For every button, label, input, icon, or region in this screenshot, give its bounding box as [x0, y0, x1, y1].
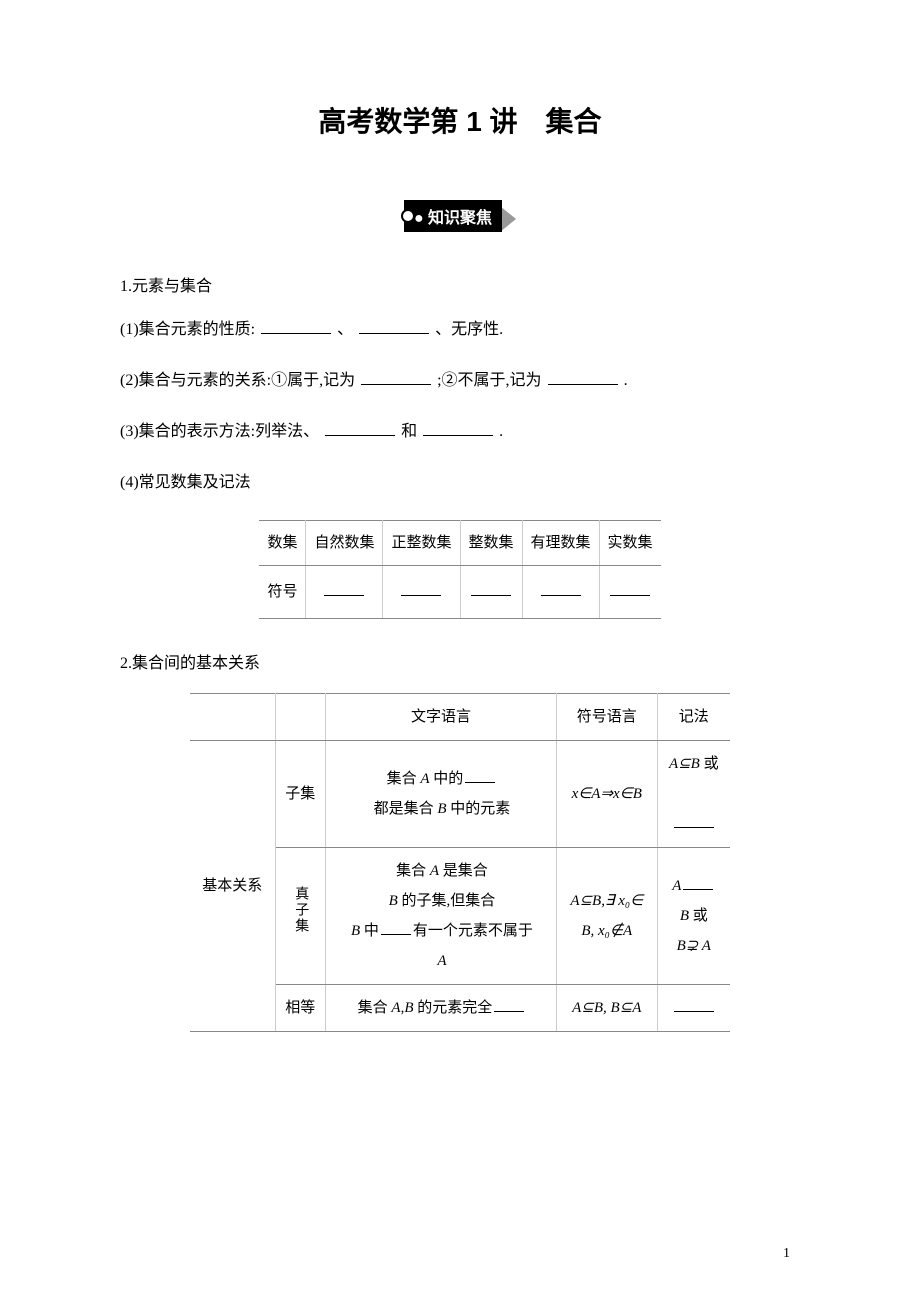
- blank: [401, 581, 441, 596]
- blank: [465, 768, 495, 783]
- blank: [423, 420, 493, 436]
- para-1-1: (1)集合元素的性质: 、 、无序性.: [120, 316, 800, 345]
- blank: [541, 581, 581, 596]
- rel-desc: 集合 A,B 的元素完全: [325, 984, 556, 1031]
- para-1-4: (4)常见数集及记法: [120, 469, 800, 498]
- rowhead-cell: 基本关系: [190, 740, 275, 1031]
- blank: [361, 369, 431, 385]
- blank: [674, 813, 714, 828]
- table-cell: [383, 565, 460, 618]
- p1-text-a: (1)集合元素的性质:: [120, 321, 255, 338]
- badge-container: ● 知识聚焦: [120, 200, 800, 232]
- badge-arrow-icon: [500, 206, 516, 232]
- rel-note: [657, 984, 730, 1031]
- section1-heading: 1.元素与集合: [120, 272, 800, 296]
- page-title: 高考数学第 1 讲 集合: [120, 100, 800, 140]
- table-cell: [522, 565, 599, 618]
- blank: [324, 581, 364, 596]
- table-header: 记法: [657, 693, 730, 740]
- rel-name: 子集: [275, 740, 325, 847]
- para-1-3: (3)集合的表示方法:列举法、 和 .: [120, 418, 800, 447]
- table-cell: 符号: [259, 565, 306, 618]
- knowledge-badge: ● 知识聚焦: [404, 200, 502, 232]
- blank: [381, 920, 411, 935]
- p3-text-c: .: [499, 423, 503, 440]
- p3-text-a: (3)集合的表示方法:列举法、: [120, 423, 319, 440]
- rel-note: A⊆B 或: [657, 740, 730, 847]
- rowhead-text: 基本关系: [202, 878, 262, 894]
- badge-text: 知识聚焦: [428, 210, 492, 227]
- para-1-2: (2)集合与元素的关系:①属于,记为 ;②不属于,记为 .: [120, 367, 800, 396]
- section2-heading: 2.集合间的基本关系: [120, 649, 800, 673]
- blank: [548, 369, 618, 385]
- rel-name: 真子集: [275, 847, 325, 984]
- table-cell: 自然数集: [306, 520, 383, 565]
- relation-table: 文字语言 符号语言 记法 基本关系 子集 集合 A 中的 都是集合 B 中的元素…: [190, 693, 730, 1032]
- rel-desc: 集合 A 是集合 B 的子集,但集合 B 中有一个元素不属于 A: [325, 847, 556, 984]
- blank: [683, 875, 713, 890]
- blank: [494, 997, 524, 1012]
- blank: [674, 997, 714, 1012]
- rel-sym: A⊆B, B⊆A: [556, 984, 657, 1031]
- page-number: 1: [783, 1246, 790, 1262]
- rel-sym: x∈A⇒x∈B: [556, 740, 657, 847]
- table-cell: 整数集: [460, 520, 522, 565]
- rel-desc: 集合 A 中的 都是集合 B 中的元素: [325, 740, 556, 847]
- p2-text-b: ;②不属于,记为: [437, 372, 541, 389]
- p1-text-b: 、: [337, 321, 353, 338]
- blank: [471, 581, 511, 596]
- p3-text-b: 和: [401, 423, 417, 440]
- table-cell: 有理数集: [522, 520, 599, 565]
- rel-name: 相等: [275, 984, 325, 1031]
- table-header: [190, 693, 275, 740]
- table-cell: [460, 565, 522, 618]
- blank: [359, 318, 429, 334]
- table-header: 符号语言: [556, 693, 657, 740]
- table-cell: 正整数集: [383, 520, 460, 565]
- blank: [325, 420, 395, 436]
- table-cell: 数集: [259, 520, 306, 565]
- p2-text-c: .: [624, 372, 628, 389]
- rel-sym: A⊆B,∃ x₀∈ B, x₀∉A: [556, 847, 657, 984]
- blank: [610, 581, 650, 596]
- p1-text-c: 、无序性.: [435, 321, 503, 338]
- table-cell: [306, 565, 383, 618]
- p2-text-a: (2)集合与元素的关系:①属于,记为: [120, 372, 355, 389]
- table-cell: [599, 565, 661, 618]
- blank: [261, 318, 331, 334]
- table-header: 文字语言: [325, 693, 556, 740]
- rel-note: A B 或 B⊋ A: [657, 847, 730, 984]
- table-header: [275, 693, 325, 740]
- number-set-table: 数集 自然数集 正整数集 整数集 有理数集 实数集 符号: [259, 520, 660, 619]
- table-cell: 实数集: [599, 520, 661, 565]
